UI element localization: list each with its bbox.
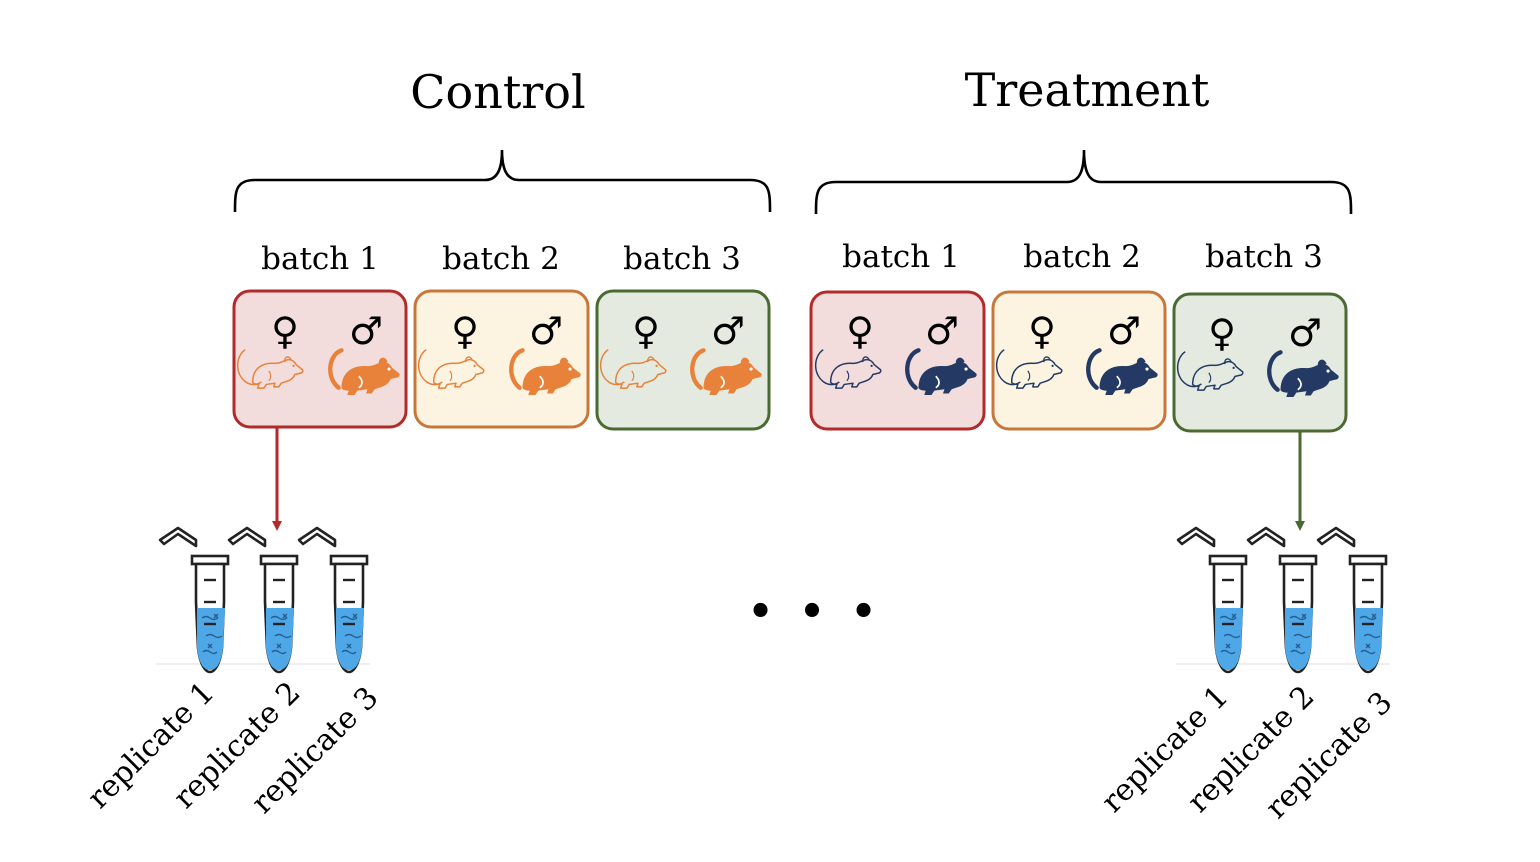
female-symbol-icon: ♀ <box>632 309 660 353</box>
tube-icon <box>158 526 230 674</box>
treatment-batch-1-label: batch 1 <box>842 239 960 275</box>
male-symbol-icon: ♂ <box>711 309 745 353</box>
treatment-group: Treatment batch 1 ♀ ♂ batch 2 ♀ ♂ batch … <box>809 63 1399 826</box>
treatment-batch-2-box <box>991 290 1167 431</box>
treatment-brace <box>814 149 1353 215</box>
control-batch-3: batch 3 ♀ ♂ <box>595 241 771 431</box>
tube-icon <box>1176 526 1248 674</box>
tube-icon <box>227 526 299 674</box>
male-symbol-icon: ♂ <box>349 309 383 353</box>
tube-icon <box>297 526 369 674</box>
treatment-title: Treatment <box>965 63 1210 117</box>
control-batch-2-box <box>413 289 590 429</box>
treatment-batch-2-label: batch 2 <box>1023 239 1141 275</box>
male-symbol-icon: ♂ <box>925 309 959 353</box>
control-batch-2: batch 2 ♀ ♂ <box>413 241 590 429</box>
female-symbol-icon: ♀ <box>1028 309 1056 353</box>
treatment-batch-1: batch 1 ♀ ♂ <box>809 239 986 431</box>
tube-icon <box>1316 526 1388 674</box>
treatment-batch-3: batch 3 ♀ ♂ <box>1172 239 1348 433</box>
treatment-batch-1-box <box>809 290 986 431</box>
control-batch-2-label: batch 2 <box>442 241 560 277</box>
tube-icon <box>1246 526 1318 674</box>
control-batch-1-box <box>232 289 408 429</box>
female-symbol-icon: ♀ <box>1208 311 1236 355</box>
female-symbol-icon: ♀ <box>846 309 874 353</box>
control-group: Control batch 1 ♀ ♂ batch 2 ♀ ♂ batch 3 … <box>81 65 772 821</box>
male-symbol-icon: ♂ <box>529 309 563 353</box>
treatment-batch-3-box <box>1172 292 1348 433</box>
control-batch-1-label: batch 1 <box>261 241 379 277</box>
control-batch-3-box <box>595 289 771 431</box>
treatment-replicate-tubes <box>1176 526 1390 674</box>
male-symbol-icon: ♂ <box>1107 309 1141 353</box>
male-symbol-icon: ♂ <box>1288 311 1322 355</box>
female-symbol-icon: ♀ <box>271 309 299 353</box>
female-symbol-icon: ♀ <box>451 309 479 353</box>
treatment-batch-2: batch 2 ♀ ♂ <box>991 239 1167 431</box>
control-batch-1: batch 1 ♀ ♂ <box>232 241 408 429</box>
treatment-batch-3-label: batch 3 <box>1205 239 1323 275</box>
control-title: Control <box>410 65 585 119</box>
control-brace <box>233 149 772 213</box>
control-replicate-tubes <box>156 526 370 674</box>
ellipsis: • • • <box>748 589 883 635</box>
control-batch-3-label: batch 3 <box>623 241 741 277</box>
